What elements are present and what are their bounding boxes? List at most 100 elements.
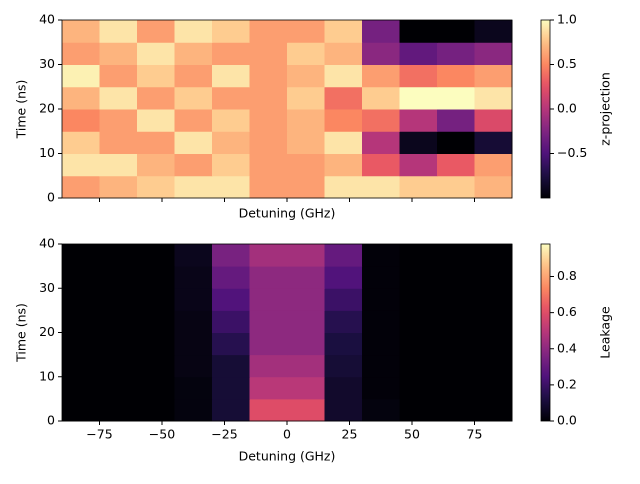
heat-cell <box>474 109 513 132</box>
heat-cell <box>62 86 100 110</box>
heat-cell <box>399 64 438 88</box>
heat-cell <box>174 332 213 356</box>
heat-cell <box>399 175 438 199</box>
heat-cell <box>249 332 288 356</box>
heat-cell <box>474 64 513 88</box>
y-tick-label: 30 <box>39 56 55 71</box>
heat-cell <box>99 354 138 378</box>
heat-cell <box>324 244 363 267</box>
heat-cell <box>324 175 363 199</box>
heat-cell <box>249 376 288 400</box>
colorbar-tick-label: 1.0 <box>557 12 577 27</box>
y-axis-label: Time (ns) <box>14 303 29 363</box>
heat-cell <box>287 288 325 311</box>
colorbar <box>540 19 551 199</box>
heat-cell <box>62 64 100 88</box>
colorbar-tick-label: 0.2 <box>557 376 577 391</box>
heat-cell <box>249 175 288 199</box>
heat-cell <box>62 131 100 154</box>
x-tick-label: −50 <box>149 427 175 442</box>
y-tick-label: 0 <box>47 413 55 428</box>
heat-cell <box>212 354 250 378</box>
heat-cell <box>174 64 213 88</box>
heat-cell <box>362 175 400 199</box>
y-tick-label: 40 <box>39 236 55 251</box>
heat-cell <box>174 266 213 289</box>
heat-cell <box>474 42 513 65</box>
heat-cell <box>99 288 138 311</box>
heat-cell <box>437 20 475 43</box>
heat-cell <box>437 310 475 333</box>
heat-cell <box>399 376 438 400</box>
heat-cell <box>212 266 250 289</box>
heat-cell <box>324 288 363 311</box>
heat-cell <box>249 266 288 289</box>
y-tick-label: 0 <box>47 190 55 205</box>
heat-cell <box>287 64 325 88</box>
heat-cell <box>287 354 325 378</box>
heat-cell <box>474 175 513 199</box>
heat-cell <box>212 310 250 333</box>
colorbar-tick-label: 0.4 <box>557 340 577 355</box>
heat-cell <box>287 109 325 132</box>
heat-cell <box>287 42 325 65</box>
heat-cell <box>437 175 475 199</box>
heat-cell <box>212 288 250 311</box>
y-tick-label: 30 <box>39 280 55 295</box>
heat-cell <box>474 354 513 378</box>
heat-cell <box>474 131 513 154</box>
heat-cell <box>212 131 250 154</box>
heat-cell <box>174 354 213 378</box>
heat-cell <box>174 42 213 65</box>
heat-cell <box>99 131 138 154</box>
heat-cell <box>249 64 288 88</box>
heat-cell <box>62 354 100 378</box>
heat-cell <box>212 398 250 422</box>
heat-cell <box>362 64 400 88</box>
heat-cell <box>474 288 513 311</box>
heat-cell <box>437 332 475 356</box>
x-axis-label: Detuning (GHz) <box>239 206 336 221</box>
heat-cell <box>399 86 438 110</box>
x-tick-label: −75 <box>86 427 112 442</box>
colorbar-label: z-projection <box>598 72 613 146</box>
heat-cell <box>62 109 100 132</box>
colorbar <box>540 243 551 422</box>
heat-cell <box>399 288 438 311</box>
heat-cell <box>362 109 400 132</box>
heat-cell <box>99 310 138 333</box>
heat-cell <box>437 86 475 110</box>
heat-cell <box>362 398 400 422</box>
heat-cell <box>212 86 250 110</box>
colorbar-tick-label: 0.6 <box>557 304 577 319</box>
heat-cell <box>437 266 475 289</box>
heat-cell <box>212 376 250 400</box>
heat-cell <box>62 332 100 356</box>
heat-cell <box>137 64 175 88</box>
heat-cell <box>137 266 175 289</box>
heat-cell <box>137 354 175 378</box>
heat-cell <box>399 42 438 65</box>
heat-cell <box>212 332 250 356</box>
heat-cell <box>249 288 288 311</box>
heat-cell <box>437 354 475 378</box>
heat-cell <box>212 153 250 177</box>
y-tick-label: 10 <box>39 145 55 160</box>
heat-cell <box>324 20 363 43</box>
heat-cell <box>249 244 288 267</box>
heat-cell <box>99 109 138 132</box>
heat-cell <box>137 332 175 356</box>
heat-cell <box>324 398 363 422</box>
heat-cell <box>62 42 100 65</box>
heat-cell <box>437 398 475 422</box>
heat-cell <box>249 398 288 422</box>
heat-cell <box>249 153 288 177</box>
heat-cell <box>62 266 100 289</box>
colorbar-tick-label: 0.0 <box>557 413 577 428</box>
heat-cell <box>324 266 363 289</box>
heat-cell <box>137 288 175 311</box>
heat-cell <box>99 153 138 177</box>
heat-cell <box>324 131 363 154</box>
heat-cell <box>174 109 213 132</box>
